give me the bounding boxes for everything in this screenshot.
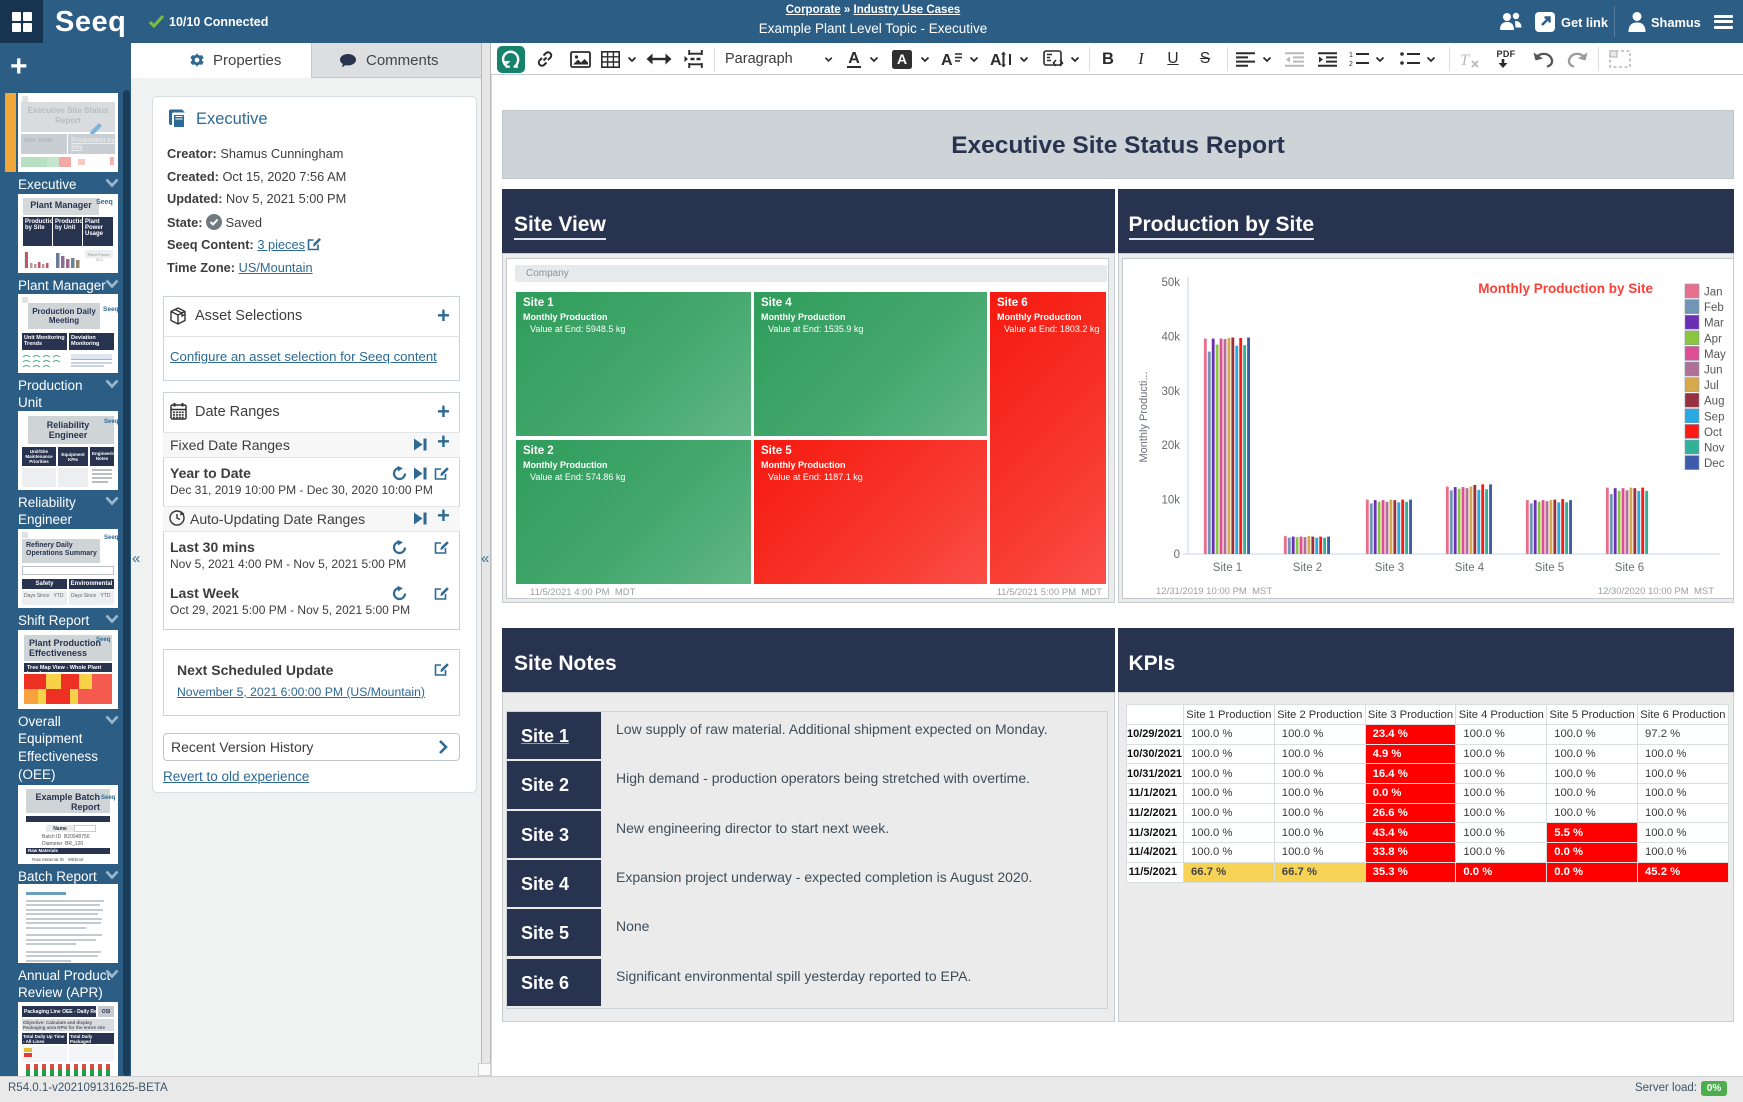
svg-text:Oct: Oct	[1704, 426, 1723, 438]
svg-text:Apr: Apr	[1704, 333, 1722, 345]
svg-text:Monthly Producti...: Monthly Producti...	[1138, 371, 1150, 462]
svg-text:Dec: Dec	[1704, 458, 1725, 470]
svg-text:Jul: Jul	[1704, 380, 1719, 392]
svg-text:May: May	[1704, 348, 1726, 360]
svg-text:Jun: Jun	[1704, 364, 1723, 376]
svg-text:50k: 50k	[1161, 277, 1180, 289]
svg-text:Feb: Feb	[1704, 302, 1724, 314]
svg-text:Site 6: Site 6	[1614, 562, 1643, 574]
svg-text:20k: 20k	[1161, 440, 1180, 452]
svg-text:Nov: Nov	[1704, 442, 1725, 454]
svg-text:1: 1	[1349, 52, 1353, 59]
svg-text:2: 2	[1349, 61, 1353, 67]
svg-text:30k: 30k	[1161, 385, 1180, 397]
svg-text:Site 4: Site 4	[1454, 562, 1484, 574]
svg-text:A: A	[941, 52, 953, 68]
svg-text:Site 3: Site 3	[1374, 562, 1403, 574]
svg-text:0: 0	[1173, 549, 1179, 561]
svg-text:Jan: Jan	[1704, 286, 1723, 298]
svg-text:A: A	[990, 52, 1002, 68]
svg-text:Aug: Aug	[1704, 395, 1724, 407]
svg-text:Site 2: Site 2	[1292, 562, 1321, 574]
svg-text:10k: 10k	[1161, 494, 1180, 506]
svg-text:Site 5: Site 5	[1534, 562, 1563, 574]
svg-text:Monthly Production by Site: Monthly Production by Site	[1478, 281, 1653, 296]
svg-text:T: T	[1460, 52, 1470, 68]
svg-text:Site 1: Site 1	[1212, 562, 1241, 574]
svg-text:Sep: Sep	[1704, 411, 1724, 423]
svg-text:40k: 40k	[1161, 331, 1180, 343]
svg-text:Mar: Mar	[1704, 317, 1724, 329]
